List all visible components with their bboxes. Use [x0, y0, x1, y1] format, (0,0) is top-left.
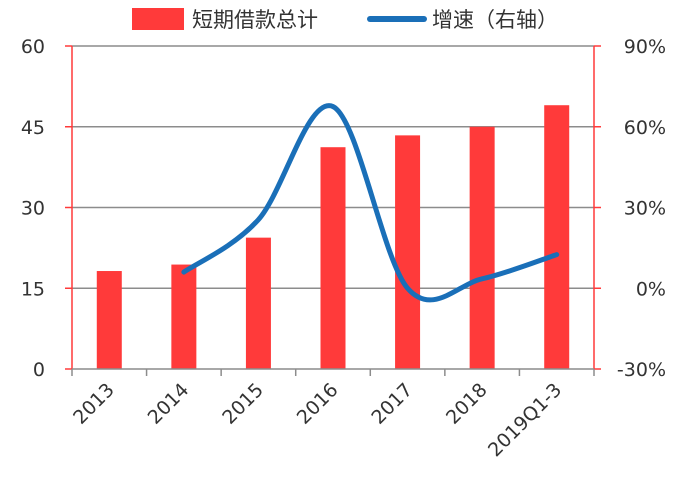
right-tick-label-30%: 30%: [624, 198, 666, 220]
left-tick-label-45: 45: [21, 117, 45, 139]
bar-series: [96, 105, 570, 369]
x-tick-label-2016: 2016: [293, 379, 343, 429]
growth-line: [181, 103, 560, 303]
bar-2016: [320, 147, 346, 369]
legend-bar-label: 短期借款总计: [192, 8, 318, 32]
right-tick-label-0%: 0%: [636, 278, 666, 300]
bar-2013: [96, 271, 122, 369]
left-tick-label-0: 0: [33, 359, 45, 381]
bar-2014: [171, 264, 197, 369]
bar-2019Q1-3: [544, 105, 570, 369]
left-y-axis-ticks: 0 15 30 45 60: [21, 36, 45, 381]
legend-line-label: 增速（右轴）: [432, 8, 558, 32]
legend: 短期借款总计 增速（右轴）: [132, 8, 558, 32]
x-tick-label-2017: 2017: [367, 379, 417, 429]
axes: [65, 45, 601, 376]
x-tick-label-2018: 2018: [442, 379, 492, 429]
bar-2018: [469, 126, 495, 369]
left-tick-label-15: 15: [21, 278, 45, 300]
right-tick-label-60%: 60%: [624, 117, 666, 139]
x-tick-label-2019Q1-3: 2019Q1-3: [484, 379, 566, 461]
growth-line-series: [181, 103, 560, 303]
right-tick-label-90%: 90%: [624, 36, 666, 58]
right-tick-label--30%: -30%: [617, 359, 666, 381]
left-tick-label-30: 30: [21, 198, 45, 220]
right-y-axis-ticks: -30% 0% 30% 60% 90%: [617, 36, 666, 381]
x-tick-label-2014: 2014: [144, 379, 194, 429]
bar-2015: [245, 237, 271, 369]
legend-bar-swatch: [132, 8, 184, 30]
bar-2017: [395, 135, 421, 369]
left-tick-label-60: 60: [21, 36, 45, 58]
x-tick-label-2015: 2015: [218, 379, 268, 429]
x-tick-label-2013: 2013: [69, 379, 119, 429]
